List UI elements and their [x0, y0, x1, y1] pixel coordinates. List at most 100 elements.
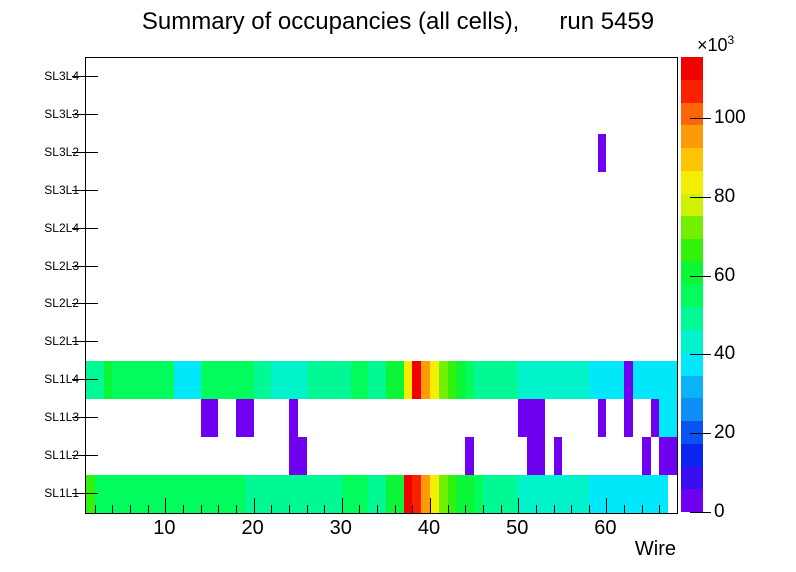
y-row-label: SL1L4 [44, 372, 79, 386]
y-row-label: SL3L3 [44, 107, 79, 121]
heatmap-cell [597, 399, 607, 438]
heatmap-cell [659, 399, 677, 438]
colorbar-band [681, 352, 703, 376]
y-row-label: SL3L4 [44, 69, 79, 83]
y-row-label: SL1L3 [44, 410, 79, 424]
x-tick [130, 505, 132, 513]
heatmap-cell [624, 399, 633, 438]
y-tick [72, 455, 98, 456]
y-row-label: SL2L3 [44, 259, 79, 273]
colorbar-band [681, 193, 703, 217]
x-tick [606, 498, 608, 513]
colorbar-band [681, 170, 703, 194]
colorbar-exponent-label: ×103 [697, 33, 734, 56]
heatmap-cell [438, 361, 448, 400]
x-tick [112, 505, 114, 513]
heatmap-cell [430, 361, 439, 400]
y-tick [72, 76, 98, 77]
heatmap-cell [271, 361, 307, 400]
y-row-label: SL3L2 [44, 145, 79, 159]
colorbar-tick-label: 60 [714, 265, 736, 286]
heatmap-cell [368, 361, 386, 400]
x-tick [394, 505, 396, 513]
colorbar-tick-label: 80 [714, 186, 736, 207]
colorbar[interactable] [681, 56, 703, 512]
heatmap-cell [527, 437, 545, 476]
x-tick [659, 505, 661, 513]
heatmap-cell [253, 361, 272, 400]
colorbar-band [681, 238, 703, 262]
y-row-label: SL2L1 [44, 334, 79, 348]
heatmap-cell [597, 133, 607, 172]
heatmap-cell [244, 475, 342, 513]
heatmap-cell [200, 361, 254, 400]
colorbar-tick [690, 512, 711, 513]
colorbar-tick-label: 40 [714, 343, 736, 364]
heatmap-cell [403, 475, 413, 513]
x-tick [306, 505, 308, 513]
x-tick [341, 498, 343, 513]
colorbar-band [681, 284, 703, 308]
heatmap-cell [588, 475, 669, 513]
y-row-label: SL3L1 [44, 183, 79, 197]
heatmap-cell [103, 361, 113, 400]
colorbar-band [681, 466, 703, 490]
x-tick [482, 505, 484, 513]
y-row-label: SL2L4 [44, 221, 79, 235]
y-tick [72, 493, 98, 494]
colorbar-band [681, 488, 703, 512]
y-row-label: SL1L1 [44, 486, 79, 500]
x-tick [377, 505, 379, 513]
x-tick [165, 498, 167, 513]
plot-area[interactable] [85, 57, 678, 514]
x-tick-label: 40 [417, 517, 441, 539]
y-tick [72, 228, 98, 229]
colorbar-band [681, 147, 703, 171]
x-tick [359, 505, 361, 513]
heatmap-cell [288, 399, 298, 438]
heatmap-cell [632, 361, 677, 400]
heatmap-cell [447, 361, 457, 400]
y-row-label: SL1L2 [44, 448, 79, 462]
y-row-label: SL2L2 [44, 296, 79, 310]
heatmap-cell [553, 437, 563, 476]
heatmap-cell [447, 475, 457, 513]
x-tick [200, 505, 202, 513]
x-tick [430, 498, 431, 513]
x-tick [641, 505, 643, 513]
x-tick [412, 505, 414, 513]
colorbar-band [681, 420, 703, 444]
y-tick [72, 114, 98, 115]
heatmap-cell [288, 437, 307, 476]
y-tick [72, 152, 98, 153]
heatmap-cell [112, 361, 175, 400]
colorbar-tick [690, 197, 711, 198]
heatmap-cell [385, 475, 404, 513]
heatmap-cell [518, 361, 589, 400]
heatmap-cell [385, 361, 404, 400]
heatmap-cell [474, 475, 483, 513]
x-tick [218, 505, 220, 513]
heatmap-cell [588, 361, 625, 400]
heatmap-cell [86, 475, 95, 513]
x-tick [147, 505, 149, 513]
heatmap-cell [438, 475, 448, 513]
x-tick [235, 505, 237, 513]
heatmap-cell [518, 399, 545, 438]
colorbar-tick [690, 118, 711, 119]
heatmap-cell [350, 361, 369, 400]
colorbar-band [681, 56, 703, 80]
colorbar-band [681, 443, 703, 467]
colorbar-band [681, 375, 703, 399]
colorbar-band [681, 215, 703, 239]
colorbar-band [681, 261, 703, 285]
x-tick-label: 50 [506, 517, 529, 539]
heatmap-cell [421, 361, 430, 400]
exponent-power: 3 [727, 33, 735, 47]
heatmap-cell [403, 361, 413, 400]
exponent-base: ×10 [697, 35, 728, 55]
colorbar-tick [690, 276, 711, 277]
heatmap-cell [341, 475, 369, 513]
x-axis-title: Wire [634, 538, 676, 560]
heatmap-cell [421, 475, 430, 513]
